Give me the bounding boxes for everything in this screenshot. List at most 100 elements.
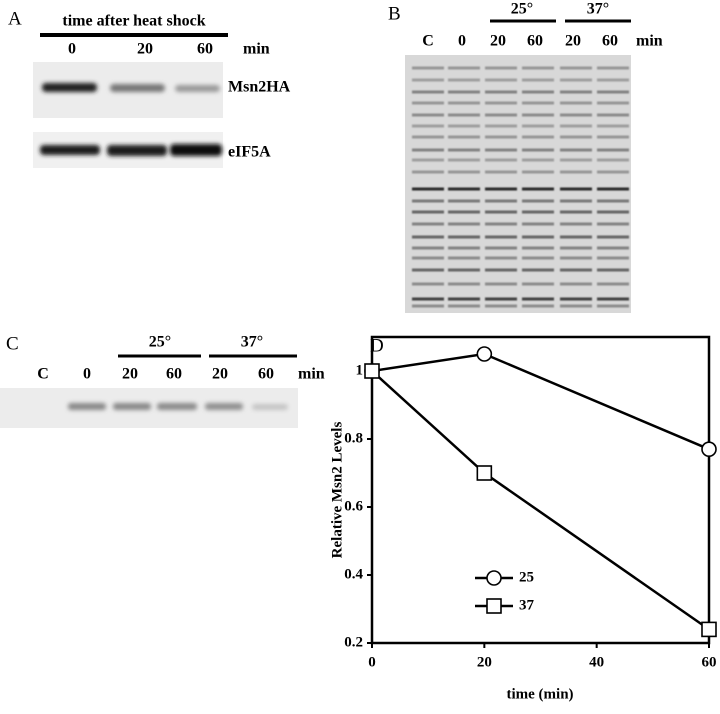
gel-band	[448, 235, 480, 239]
gel-band	[560, 170, 592, 174]
panel-d: D time (min) Relative Msn2 Levels 0.2 0.4…	[329, 335, 717, 702]
gel-band	[448, 268, 480, 272]
gel-band	[560, 282, 592, 286]
group-label: 37°	[241, 334, 263, 351]
unit-label: min	[298, 366, 325, 383]
gel-band	[522, 268, 554, 272]
band	[68, 403, 106, 410]
y-tick-label: 0.6	[344, 498, 363, 514]
gel-band	[522, 148, 554, 152]
header: time after heat shock	[62, 13, 205, 30]
x-tick-label: 20	[477, 654, 492, 670]
gel-band	[522, 222, 554, 226]
gel-band	[412, 210, 444, 214]
gel-band	[560, 66, 592, 70]
gel-band	[485, 124, 517, 128]
panel-label: D	[370, 335, 384, 356]
gel-band	[522, 158, 554, 162]
gel-band	[522, 246, 554, 250]
gel-band	[597, 124, 629, 128]
gel-band	[485, 210, 517, 214]
series-line	[371, 352, 710, 451]
band	[110, 84, 165, 92]
band	[113, 403, 151, 410]
panel-b: B 25° 37° C 0 20 60 20 60 min	[388, 1, 663, 313]
blot-label: Msn2HA	[228, 79, 291, 96]
gel-band	[522, 113, 554, 117]
lane-label: 60	[258, 366, 274, 383]
gel-band	[597, 135, 629, 139]
gel-band	[448, 66, 480, 70]
gel-band	[560, 304, 592, 308]
marker	[701, 621, 717, 638]
gel-band	[560, 187, 592, 191]
gel-band	[522, 282, 554, 286]
band	[252, 404, 288, 410]
gel-band	[485, 78, 517, 82]
y-tick-label: 0.4	[344, 566, 363, 582]
gel-band	[560, 246, 592, 250]
gel-band	[597, 158, 629, 162]
gel-band	[485, 282, 517, 286]
gel-band	[485, 235, 517, 239]
panel-a: A time after heat shock 0 20 60 min Msn2…	[8, 8, 291, 168]
gel-band	[597, 66, 629, 70]
band	[175, 85, 220, 92]
gel-band	[597, 187, 629, 191]
band	[170, 144, 222, 156]
gel-band	[597, 148, 629, 152]
band	[40, 145, 100, 155]
group-label: 37°	[587, 1, 609, 18]
gel-band	[448, 187, 480, 191]
gel-band	[448, 124, 480, 128]
gel-band	[412, 222, 444, 226]
lane-label: 20	[137, 41, 153, 58]
marker	[476, 465, 493, 481]
gel-band	[448, 101, 480, 105]
band	[107, 145, 167, 156]
gel-band	[448, 90, 480, 94]
gel-band	[412, 170, 444, 174]
gel-band	[412, 246, 444, 250]
gel-band	[412, 199, 444, 203]
lane-label: 0	[68, 41, 76, 58]
y-tick-label: 1	[356, 362, 364, 378]
gel-band	[597, 222, 629, 226]
lane-label: 0	[83, 366, 91, 383]
gel-band	[560, 235, 592, 239]
panel-label: C	[6, 333, 19, 354]
gel-band	[448, 158, 480, 162]
gel-band	[522, 210, 554, 214]
gel-band	[412, 187, 444, 191]
gel-band	[412, 66, 444, 70]
x-axis-label: time (min)	[506, 686, 573, 702]
gel-band	[560, 148, 592, 152]
legend-label: 37	[519, 597, 535, 613]
gel-band	[448, 170, 480, 174]
gel-band	[597, 90, 629, 94]
x-tick-label: 0	[368, 654, 376, 670]
gel-band	[560, 297, 592, 301]
y-axis-label: Relative Msn2 Levels	[329, 422, 345, 559]
gel-band	[560, 90, 592, 94]
panel-c: C 25° 37° C 0 20 60 20 60 min	[0, 333, 325, 428]
lane-label: 20	[122, 366, 138, 383]
gel-band	[485, 170, 517, 174]
gel-band	[597, 297, 629, 301]
gel-band	[560, 135, 592, 139]
gel-band	[522, 170, 554, 174]
marker	[364, 363, 380, 379]
gel-band	[597, 256, 629, 260]
lane-label: 20	[565, 33, 581, 50]
marker	[701, 441, 717, 458]
gel-band	[485, 256, 517, 260]
gel-band	[448, 113, 480, 117]
lane-label: 0	[458, 33, 466, 50]
gel-band	[485, 66, 517, 70]
lane-label: 60	[602, 33, 618, 50]
gel-band	[412, 124, 444, 128]
gel-band	[412, 268, 444, 272]
gel-band	[448, 135, 480, 139]
gel-band	[597, 113, 629, 117]
gel-band	[560, 101, 592, 105]
